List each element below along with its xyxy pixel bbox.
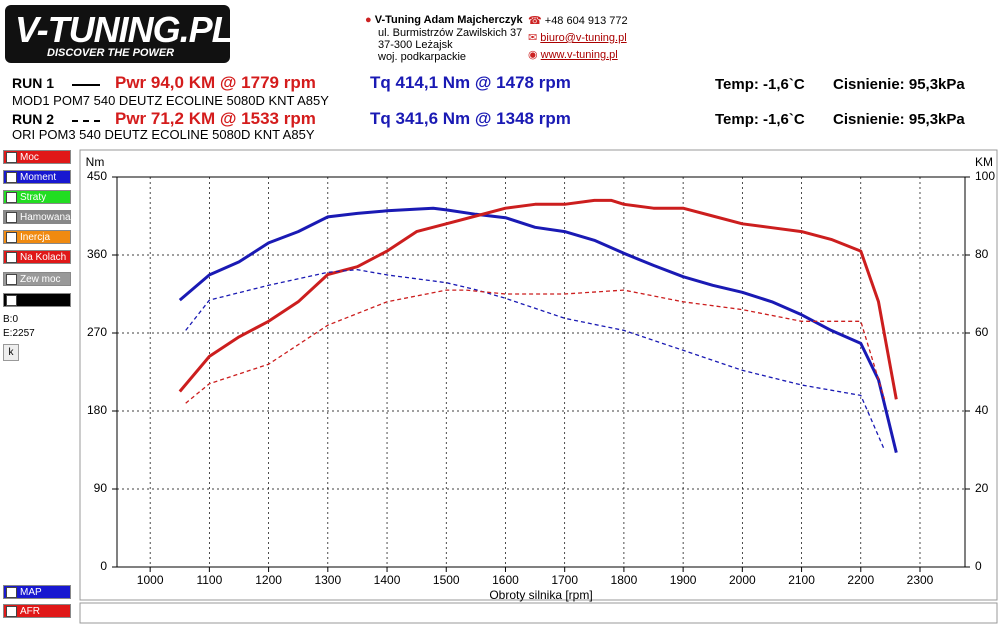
x-tick-label: 2200 [847,573,874,587]
y2-tick-label: 100 [975,169,995,183]
data-line [185,269,886,451]
email-link[interactable]: biuro@v-tuning.pl [540,32,627,44]
y-tick-label: 90 [94,481,108,495]
toggle-inertia[interactable]: Inercja [3,230,71,244]
y-axis-title: Nm [86,155,105,169]
y-tick-label: 180 [87,403,107,417]
x-tick-label: 2300 [907,573,934,587]
run-line [72,120,100,122]
e-value: E:2257 [3,328,35,339]
x-tick-label: 1800 [611,573,638,587]
company: ● V-Tuning Adam Majcherczyk [365,14,523,26]
x-tick-label: 1300 [314,573,341,587]
company-name: V-Tuning Adam Majcherczyk [374,14,523,26]
toggle-black[interactable] [3,293,71,307]
run-power: Pwr 71,2 KM @ 1533 rpm [115,109,316,128]
run-desc: ORI POM3 540 DEUTZ ECOLINE 5080D KNT A85… [12,127,315,142]
chart-frame [79,149,998,601]
y2-tick-label: 80 [975,247,989,261]
x-tick-label: 1100 [196,573,222,587]
k-button[interactable]: k [3,344,19,361]
email[interactable]: ✉ biuro@v-tuning.pl [528,32,627,44]
data-line [185,289,886,404]
toggle-losses[interactable]: Straty [3,190,71,204]
x-tick-label: 1000 [137,573,164,587]
b-value: B:0 [3,314,19,325]
x-tick-label: 1200 [255,573,282,587]
x-tick-label: 1400 [374,573,401,587]
run-pressure: Cisnienie: 95,3kPa [833,111,965,128]
logo[interactable]: V-TUNING.PL DISCOVER THE POWER [5,5,234,63]
toggle-power[interactable]: Moc [3,150,71,164]
phone: ☎ +48 604 913 772 [528,15,628,27]
data-line [178,206,898,453]
x-tick-label: 2100 [788,573,815,587]
x-tick-label: 1500 [433,573,460,587]
bottom-strip [79,602,998,624]
y2-tick-label: 20 [975,481,989,495]
run-temp: Temp: -1,6`C [715,111,805,128]
run-temp: Temp: -1,6`C [715,76,805,93]
run-torque: Tq 341,6 Nm @ 1348 rpm [370,109,571,128]
y2-tick-label: 40 [975,403,989,417]
y-tick-label: 270 [87,325,107,339]
x-tick-label: 2000 [729,573,756,587]
logo-text: V-TUNING.PL [15,9,234,50]
toggle-braked[interactable]: Hamowana [3,210,71,224]
toggle-wheels[interactable]: Na Kolach [3,250,71,264]
run-label: RUN 1 [12,75,55,91]
phone-text: +48 604 913 772 [544,15,628,27]
city: 37-300 Leżajsk [378,39,453,51]
run-pressure: Cisnienie: 95,3kPa [833,76,965,93]
www[interactable]: ◉ www.v-tuning.pl [528,49,618,61]
street: ul. Burmistrzów Zawilskich 37 [378,27,523,39]
x-tick-label: 1600 [492,573,519,587]
run-label: RUN 2 [12,111,55,127]
y-tick-label: 0 [100,559,107,573]
y2-tick-label: 0 [975,559,982,573]
x-tick-label: 1900 [670,573,697,587]
run-torque: Tq 414,1 Nm @ 1478 rpm [370,73,571,92]
toggle-map[interactable]: MAP [3,585,71,599]
y-tick-label: 360 [87,247,107,261]
plot-frame [116,176,966,568]
run-power: Pwr 94,0 KM @ 1779 rpm [115,73,316,92]
region: woj. podkarpackie [378,51,467,63]
toggle-afr[interactable]: AFR [3,604,71,618]
slogan: DISCOVER THE POWER [47,47,175,59]
toggle-torque[interactable]: Moment obr. [3,170,71,197]
x-tick-label: 1700 [551,573,578,587]
data-line [178,198,898,400]
y2-tick-label: 60 [975,325,989,339]
toggle-ext[interactable]: Zew moc st [3,272,71,299]
y-tick-label: 450 [87,169,107,183]
y2-axis-title: KM [975,155,993,169]
www-link[interactable]: www.v-tuning.pl [540,49,618,61]
x-axis-title: Obroty silnika [rpm] [489,588,592,602]
run-desc: MOD1 POM7 540 DEUTZ ECOLINE 5080D KNT A8… [12,93,329,108]
run-line [72,84,100,86]
